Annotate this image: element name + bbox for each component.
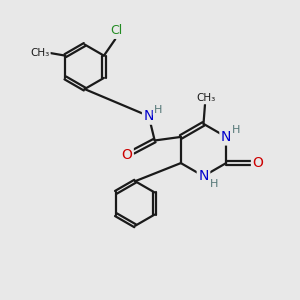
Text: N: N bbox=[221, 130, 231, 144]
Text: N: N bbox=[144, 109, 154, 123]
Text: O: O bbox=[253, 156, 263, 170]
Text: CH₃: CH₃ bbox=[197, 93, 216, 103]
Text: H: H bbox=[232, 125, 240, 135]
Text: H: H bbox=[154, 105, 162, 115]
Text: O: O bbox=[121, 148, 132, 162]
Text: Cl: Cl bbox=[111, 25, 123, 38]
Text: H: H bbox=[210, 178, 218, 189]
Text: CH₃: CH₃ bbox=[30, 48, 50, 58]
Text: N: N bbox=[198, 169, 209, 183]
